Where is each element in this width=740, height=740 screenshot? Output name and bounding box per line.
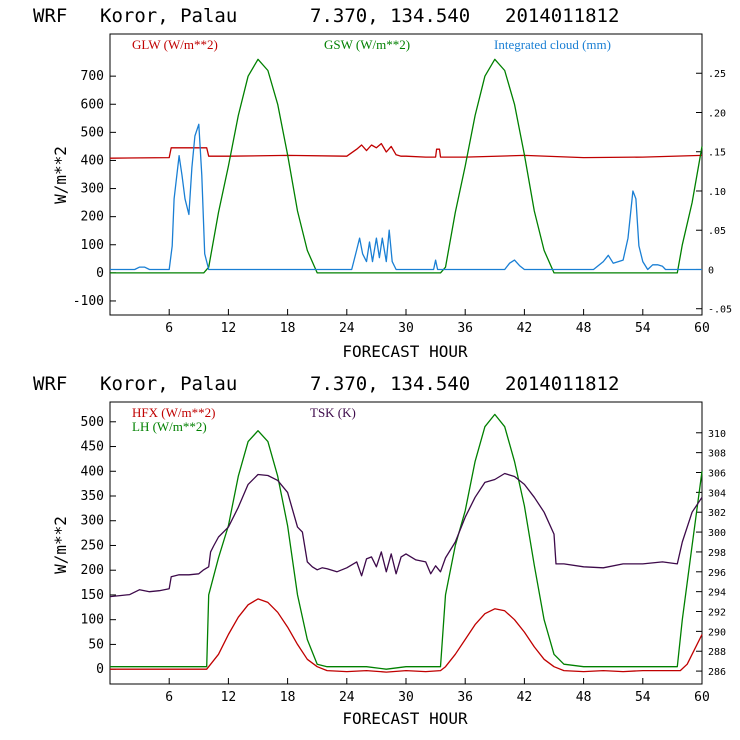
chart1-xtick-label: 24 [339,321,355,336]
chart2-xtick-label: 12 [221,690,237,705]
chart1-xtick-label: 60 [694,321,710,336]
chart2-ytick-label: 100 [81,613,104,628]
chart2-xtick-label: 36 [457,690,473,705]
chart2-init: 2014011812 [505,373,619,395]
chart1-y2tick-label: .20 [708,108,726,119]
chart2-xtick-label: 24 [339,690,355,705]
chart1-y2tick-label: .15 [708,148,726,159]
chart2-plot-frame [109,401,703,685]
chart2-ytick-label: 150 [81,588,104,603]
chart2-series-line-0 [110,598,703,673]
chart2-y2tick-label: 288 [708,647,726,658]
chart2-y2tick-label: 300 [708,528,726,539]
chart2-y2tick-label: 298 [708,548,726,559]
chart2-ytick-label: 500 [81,415,104,430]
chart2-series-line-2 [109,472,703,598]
chart1-y2tick-label: .25 [708,69,726,80]
chart1-y2tick-label: 0 [708,265,714,276]
chart2-ytick-label: 300 [81,514,104,529]
chart2-xtick-label: 54 [635,690,651,705]
chart1-ytick-label: 400 [81,153,104,168]
chart1-y2tick-label: .05 [708,226,726,237]
chart1-xtick-label: 18 [280,321,296,336]
chart1-series-line-0 [109,142,703,159]
chart2-y2tick-label: 304 [708,488,726,499]
chart2-ytick-label: 350 [81,489,104,504]
chart1-ytick-label: 0 [96,266,104,281]
chart2-series-line-1 [110,413,703,670]
chart1-ytick-label: 100 [81,238,104,253]
chart2-xtick-label: 18 [280,690,296,705]
chart2-legend-hfx: HFX (W/m**2) [132,405,215,420]
chart2-xtick-label: 48 [576,690,592,705]
chart1-xtick-label: 48 [576,321,592,336]
chart2-location: Koror, Palau [100,373,237,395]
chart2-xtick-label: 30 [398,690,414,705]
chart2-y2tick-label: 306 [708,469,726,480]
chart2-y2tick-label: 286 [708,667,726,678]
chart2-coords: 7.370, 134.540 [310,373,470,395]
chart1-ytick-label: 300 [81,182,104,197]
chart1-location: Koror, Palau [100,5,237,27]
chart2-y2tick-label: 310 [708,429,726,440]
chart2-y2tick-label: 296 [708,568,726,579]
chart2-ytick-label: 400 [81,464,104,479]
chart2-ytick-label: 0 [96,662,104,677]
chart1-xlabel: FORECAST HOUR [342,342,468,361]
chart2-y2tick-label: 292 [708,608,726,619]
chart1-ytick-label: 700 [81,69,104,84]
chart1-series-line-2 [110,123,702,271]
chart2-ytick-label: 50 [88,637,104,652]
chart1-xtick-label: 36 [457,321,473,336]
chart1-coords: 7.370, 134.540 [310,5,470,27]
chart1-xtick-label: 42 [517,321,533,336]
chart2-ytick-label: 200 [81,563,104,578]
chart2-y2tick-label: 308 [708,449,726,460]
chart2-y2tick-label: 302 [708,508,726,519]
chart1-legend-cloud: Integrated cloud (mm) [494,37,611,52]
chart2-xtick-label: 60 [694,690,710,705]
chart1-init: 2014011812 [505,5,619,27]
chart2-xtick-label: 42 [517,690,533,705]
chart2-y2tick-label: 294 [708,588,726,599]
chart1-ytick-label: 600 [81,97,104,112]
chart1-xtick-label: 54 [635,321,651,336]
chart2-ytick-label: 450 [81,440,104,455]
chart1-ytick-label: -100 [73,294,104,309]
chart2-ylabel: W/m**2 [51,516,70,574]
chart1-legend-gsw: GSW (W/m**2) [324,37,410,52]
chart1-y2tick-label: .10 [708,187,726,198]
chart2-legend-tsk: TSK (K) [310,405,356,420]
chart1-xtick-label: 6 [165,321,173,336]
chart1-xtick-label: 12 [221,321,237,336]
chart1-ytick-label: 200 [81,210,104,225]
chart1-header: WRF Koror, Palau 7.370, 134.540 20140118… [33,5,619,27]
chart1-xtick-label: 30 [398,321,414,336]
chart2-ytick-label: 250 [81,538,104,553]
chart1-legend-glw: GLW (W/m**2) [132,37,218,52]
chart1-model: WRF [33,5,67,27]
chart2-legend-lh: LH (W/m**2) [132,419,207,434]
chart2-model: WRF [33,373,67,395]
chart1-series-line-1 [110,58,703,274]
chart2-y2tick-label: 290 [708,627,726,638]
chart2-xtick-label: 6 [165,690,173,705]
chart1-y2tick-label: -.05 [708,305,732,316]
chart2-header: WRF Koror, Palau 7.370, 134.540 20140118… [33,373,619,395]
chart1-ylabel: W/m**2 [51,146,70,204]
chart2-xlabel: FORECAST HOUR [342,709,468,728]
chart1-ytick-label: 500 [81,125,104,140]
